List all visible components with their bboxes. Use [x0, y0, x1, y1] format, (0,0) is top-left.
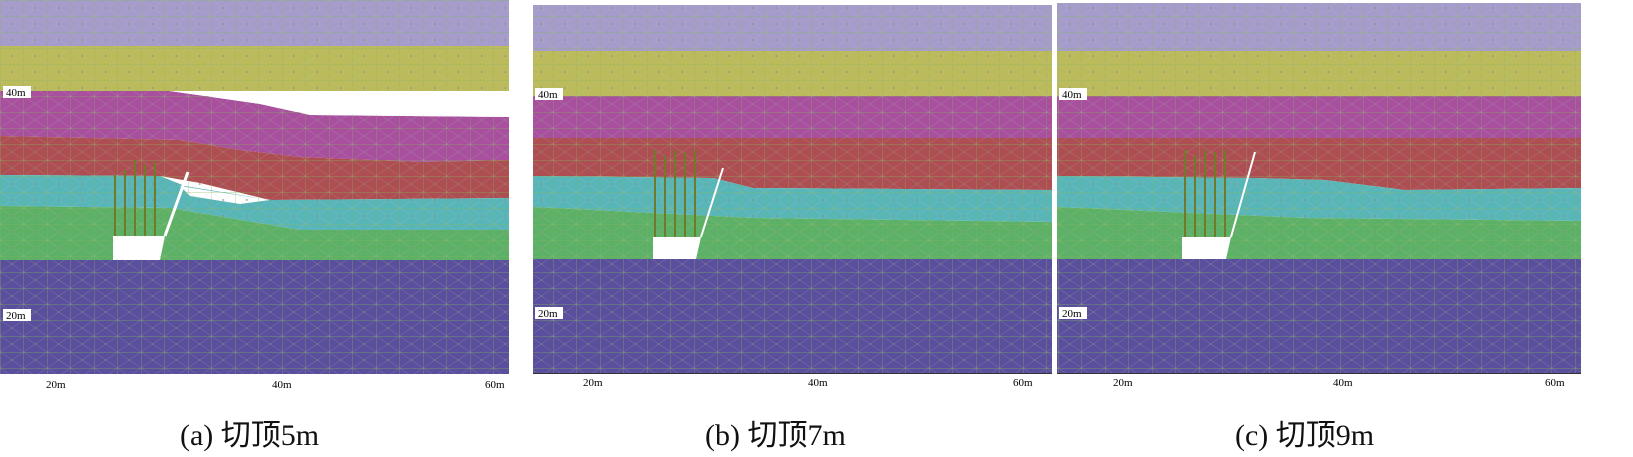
caption-b: (b) 切顶7m [705, 419, 846, 452]
roof-cut-line [700, 167, 724, 238]
x-label-2: 40m [272, 379, 292, 391]
mesh-grid [1057, 3, 1581, 373]
x-label-1: 20m [46, 379, 66, 391]
caption-a: (a) 切顶5m [180, 419, 320, 452]
panel-b: 40m 20m 20m 40m 60m (b) 切顶7m [533, 0, 1083, 457]
y-label-upper: 40m [6, 87, 26, 99]
x-label-3: 60m [1545, 377, 1565, 389]
x-label-3: 60m [1013, 377, 1033, 389]
y-label-lower: 20m [6, 310, 26, 322]
x-label-1: 20m [1113, 377, 1133, 389]
y-label-lower: 20m [538, 308, 558, 320]
x-label-1: 20m [583, 377, 603, 389]
x-label-2: 40m [1333, 377, 1353, 389]
goaf-cavity [653, 237, 701, 259]
panel-a: 40m 20m 20m 40m 60m (a) 切顶5m [0, 0, 530, 457]
y-label-lower: 20m [1062, 308, 1082, 320]
mesh-grid [533, 5, 1052, 373]
panel-c: 40m 20m 20m 40m 60m (c) 切顶9m [1057, 0, 1633, 457]
goaf-cavity-mask [114, 237, 164, 259]
mesh-grid [0, 0, 509, 374]
panel-c-model: 40m 20m 20m 40m 60m [1057, 3, 1581, 389]
roof-cut-line [1230, 151, 1256, 238]
y-label-upper: 40m [538, 89, 558, 101]
x-label-3: 60m [485, 379, 505, 391]
support-bolts [114, 160, 156, 236]
roof-cut-line [163, 171, 190, 237]
x-label-2: 40m [808, 377, 828, 389]
support-bolts [654, 150, 696, 237]
y-label-upper: 40m [1062, 89, 1082, 101]
support-bolts [1184, 150, 1226, 237]
goaf-cavity [1182, 237, 1231, 259]
panel-b-model: 40m 20m 20m 40m 60m [533, 5, 1052, 389]
void-gap-mask [170, 91, 509, 116]
panel-a-model: 40m 20m 20m 40m 60m [0, 0, 509, 391]
caption-c: (c) 切顶9m [1235, 419, 1375, 452]
